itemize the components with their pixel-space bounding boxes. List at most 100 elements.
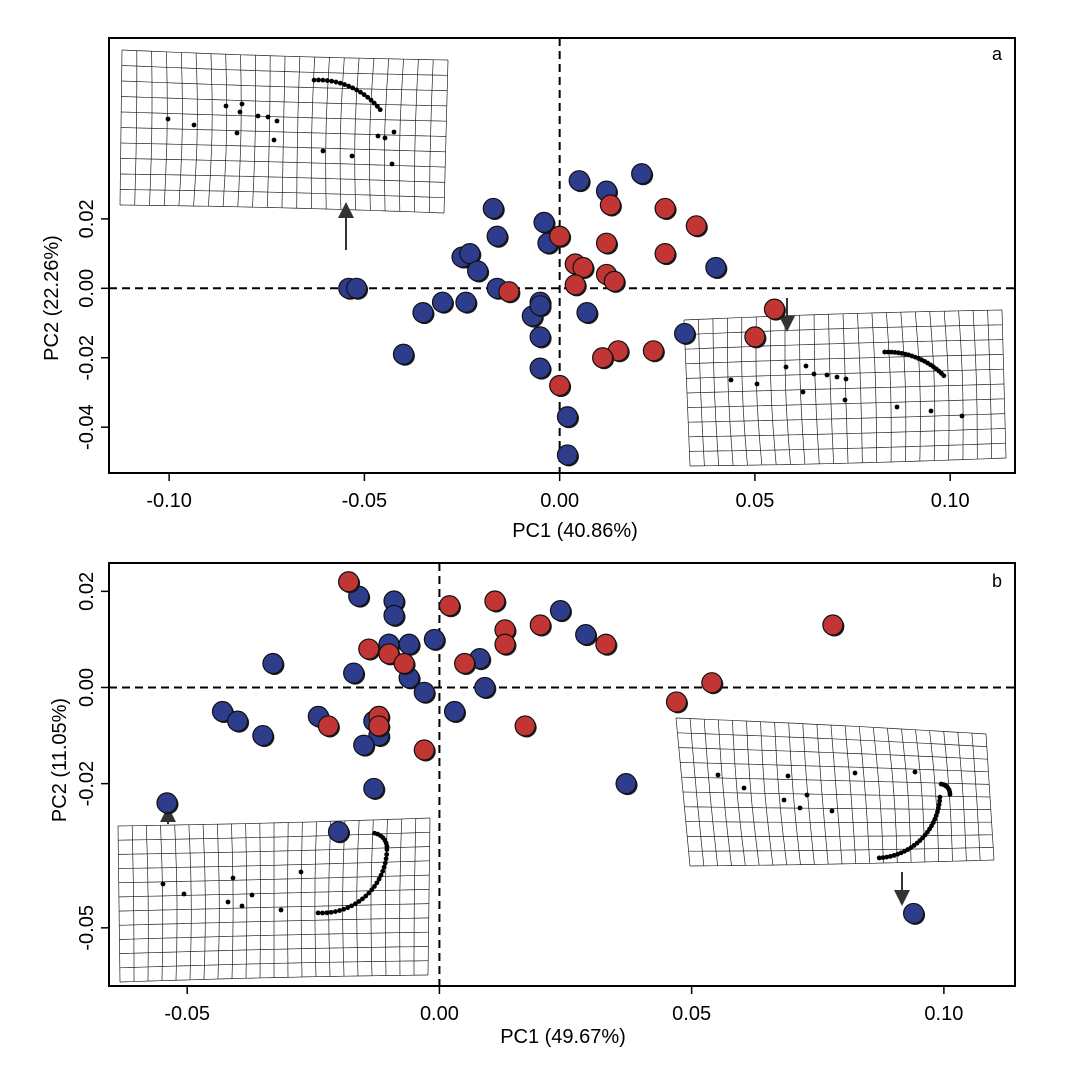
red-point	[603, 270, 625, 292]
grid-line	[689, 457, 1007, 467]
reference-lines-a	[109, 38, 1015, 473]
semilandmark-dot	[361, 92, 367, 98]
red-point	[592, 347, 614, 369]
semilandmark-dot	[315, 910, 321, 916]
grid-line	[287, 822, 289, 978]
blue-point	[392, 343, 415, 365]
grid-line	[118, 846, 430, 855]
blue-point	[413, 681, 435, 703]
landmark-dot	[298, 869, 304, 875]
blue-point	[363, 777, 385, 800]
landmark-dot	[160, 881, 166, 887]
x-tick-label: 0.10	[931, 490, 970, 512]
landmark-dot	[239, 903, 245, 909]
panel-label-a: a	[992, 44, 1003, 64]
semilandmark-dot	[374, 880, 380, 886]
blue-point	[327, 821, 350, 843]
grid-line	[121, 96, 447, 107]
red-point	[763, 298, 786, 320]
grid-line	[686, 368, 1004, 379]
semilandmark-dot	[329, 78, 335, 84]
landmark-dot	[715, 772, 721, 778]
grid-line	[688, 428, 1006, 438]
semilandmark-dot	[885, 349, 891, 355]
semilandmark-dot	[889, 349, 894, 355]
deformation-grid-inset-b-right	[674, 716, 996, 868]
red-point	[494, 633, 516, 655]
grid-line	[678, 747, 988, 760]
y-axis-a: -0.04 -0.02 0.00 0.02	[76, 199, 109, 450]
grid-line	[174, 824, 178, 981]
semilandmark-dot	[938, 781, 944, 787]
landmark-dot	[834, 374, 840, 380]
grid-line	[689, 442, 1006, 452]
grid-line	[686, 383, 1005, 394]
semilandmark-dot	[371, 100, 377, 106]
x-tick-label: 0.05	[672, 1003, 711, 1025]
inset-background	[674, 716, 996, 868]
deformation-grid-inset-a-bottom	[682, 308, 1008, 468]
y-tick-label: -0.05	[76, 905, 98, 951]
landmark-dot	[375, 133, 381, 139]
landmark-dot	[239, 101, 245, 107]
blue-point	[443, 700, 466, 723]
blue-point	[262, 652, 284, 675]
grid-line	[160, 825, 164, 981]
blue-point	[412, 302, 434, 324]
grid-line	[117, 817, 431, 827]
grid-line	[231, 823, 234, 979]
semilandmark-dot	[937, 798, 943, 804]
landmark-dot	[320, 148, 326, 154]
landmark-dot	[928, 408, 934, 414]
grid-line	[202, 824, 206, 980]
landmark-dot	[852, 770, 858, 776]
grid-line	[675, 717, 987, 735]
blue-point	[615, 773, 637, 795]
blue-point	[227, 710, 249, 732]
panel-b: -0.05 0.00 0.05 0.10 -0.05 -0.02 0.00 0.02 b P…	[49, 562, 1016, 1048]
grid-line	[120, 158, 446, 168]
blue-point	[459, 242, 481, 265]
blue-point	[568, 170, 590, 192]
semilandmark-dot	[360, 896, 365, 902]
x-tick-label: 0.10	[924, 1003, 963, 1025]
semilandmark-dot	[936, 802, 942, 808]
red-point	[744, 326, 766, 348]
landmark-dot	[234, 130, 240, 136]
landmark-dot	[278, 907, 284, 913]
grid-line	[687, 398, 1005, 408]
red-point	[413, 739, 435, 761]
grid-line	[188, 824, 192, 980]
red-point	[564, 274, 586, 296]
landmark-dot	[800, 389, 806, 395]
semilandmark-dot	[888, 853, 893, 859]
landmark-dot	[274, 118, 280, 124]
grid-line	[118, 889, 430, 898]
red-point	[484, 590, 506, 612]
semilandmark-dot	[358, 89, 363, 95]
landmark-dot	[265, 114, 271, 120]
x-axis-b: -0.05 0.00 0.05 0.10	[164, 986, 963, 1025]
grid-line	[684, 806, 991, 810]
landmark-dot	[728, 377, 734, 383]
semilandmark-dot	[368, 97, 374, 103]
red-point	[317, 715, 340, 737]
semilandmark-dot	[941, 373, 947, 379]
grid-line	[680, 762, 989, 773]
y-tick-label: -0.02	[76, 761, 98, 807]
blue-point	[486, 225, 508, 247]
red-point	[498, 281, 520, 303]
semilandmark-dot	[363, 893, 369, 899]
grid-line	[121, 111, 447, 122]
semilandmark-dot	[349, 903, 355, 909]
blue-point	[705, 256, 727, 279]
blue-point	[467, 260, 489, 282]
semilandmark-dot	[320, 910, 325, 916]
semilandmark-dot	[381, 864, 387, 870]
grid-line	[342, 820, 346, 977]
plot-frame-a	[108, 37, 1016, 474]
landmark-dot	[912, 769, 918, 775]
grid-line	[121, 49, 449, 61]
blue-point	[353, 734, 375, 756]
semilandmark-dot	[384, 852, 390, 857]
